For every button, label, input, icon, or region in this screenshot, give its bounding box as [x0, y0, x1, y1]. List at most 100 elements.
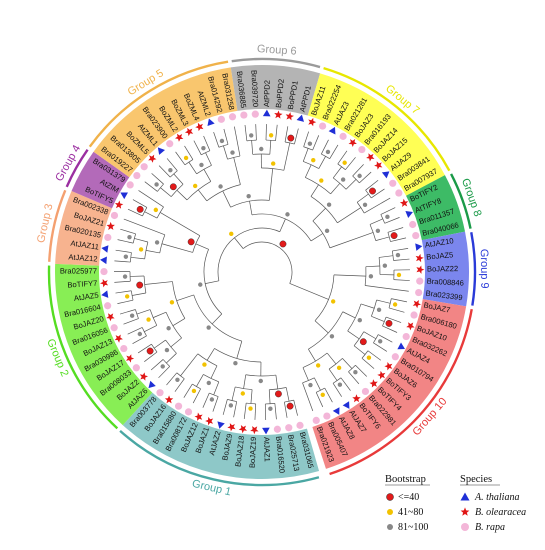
- branch: [326, 352, 337, 365]
- thaliana-triangle-icon: [101, 290, 109, 298]
- bootstrap-dot: [353, 370, 358, 375]
- rapa-circle-icon: [100, 267, 108, 276]
- bootstrap-dot: [248, 406, 253, 411]
- branch: [132, 335, 147, 345]
- legend-bootstrap-high-dot: [387, 524, 393, 530]
- rapa-circle-icon: [358, 145, 366, 154]
- oleracea-star-icon: [406, 322, 415, 331]
- branch: [196, 374, 204, 387]
- branch: [223, 145, 228, 160]
- bootstrap-dot: [375, 228, 381, 233]
- bootstrap-dot: [127, 234, 132, 240]
- bootstrap-dot: [308, 382, 313, 388]
- bootstrap-dot: [286, 402, 294, 410]
- branch: [379, 255, 394, 258]
- branch: [144, 211, 158, 219]
- rapa-circle-icon: [391, 353, 399, 361]
- bootstrap-dot: [138, 247, 144, 252]
- branch: [197, 189, 208, 202]
- leaf-label: BoJAZ19: [248, 437, 258, 469]
- branch-arc: [382, 316, 387, 327]
- bootstrap-dot: [201, 145, 206, 151]
- legend-oleracea-label: B. olearacea: [475, 507, 526, 518]
- group-arcs: [47, 57, 477, 487]
- species-markers: [100, 109, 425, 435]
- branch: [176, 294, 194, 302]
- branch: [333, 274, 366, 277]
- branch: [166, 372, 178, 386]
- bootstrap-dot: [340, 177, 346, 182]
- thaliana-triangle-icon: [101, 245, 109, 253]
- branch: [159, 212, 201, 236]
- branch: [176, 189, 188, 201]
- branch: [251, 140, 254, 155]
- branch-arc: [316, 387, 325, 393]
- bootstrap-dot: [311, 157, 316, 163]
- group-sector-4: [71, 151, 130, 209]
- thaliana-triangle-icon: [405, 210, 413, 219]
- bootstrap-dots: [122, 133, 402, 411]
- oleracea-star-icon: [195, 122, 204, 132]
- oleracea-star-icon: [384, 362, 393, 371]
- legend-thaliana-triangle-icon: [460, 492, 470, 501]
- bootstrap-dot: [154, 240, 160, 245]
- oleracea-star-icon: [399, 198, 409, 208]
- rapa-circle-icon: [416, 277, 424, 285]
- branch: [289, 283, 329, 300]
- oleracea-star-icon: [114, 334, 123, 343]
- branch: [180, 353, 199, 377]
- bootstrap-dot: [329, 334, 335, 339]
- thaliana-triangle-icon: [397, 342, 405, 350]
- bootstrap-dot: [357, 317, 362, 323]
- branch: [123, 318, 139, 325]
- rapa-circle-icon: [140, 163, 148, 171]
- group-arc-7: [323, 66, 451, 172]
- branch: [294, 128, 299, 145]
- branch: [158, 366, 170, 379]
- branch: [373, 342, 388, 352]
- branch: [212, 396, 219, 412]
- branch-arc: [142, 207, 148, 217]
- bootstrap-dot: [319, 178, 324, 183]
- branch: [158, 165, 171, 178]
- bootstrap-dot: [218, 184, 223, 189]
- branch: [305, 164, 312, 178]
- bootstrap-dot: [342, 160, 347, 165]
- leaf-label: Bra039720: [249, 70, 260, 108]
- tree-branches: [113, 124, 410, 420]
- rapa-circle-icon: [412, 231, 420, 240]
- oleracea-star-icon: [348, 139, 357, 148]
- branch: [236, 341, 243, 359]
- bootstrap-dot: [279, 240, 287, 248]
- branch: [170, 337, 182, 348]
- oleracea-star-icon: [194, 412, 203, 421]
- group-arc-4: [65, 149, 89, 188]
- bootstrap-dot: [385, 320, 393, 327]
- branch-arc: [227, 399, 237, 402]
- leaf-label: AtPPD2: [262, 80, 272, 107]
- branch: [203, 169, 212, 182]
- branch: [375, 236, 390, 241]
- branch: [310, 233, 324, 242]
- branch: [117, 299, 134, 304]
- branch: [211, 313, 223, 325]
- group-sector-7: [307, 73, 445, 196]
- bootstrap-dot: [124, 294, 130, 299]
- bootstrap-dot: [330, 299, 336, 304]
- branch: [384, 217, 400, 224]
- group-label-6: Group 6: [257, 43, 297, 58]
- branch: [363, 331, 377, 340]
- oleracea-star-icon: [139, 372, 148, 381]
- group-arc-10: [329, 308, 473, 476]
- branch: [314, 377, 321, 391]
- bootstrap-dot: [285, 212, 290, 217]
- rapa-circle-icon: [410, 311, 418, 319]
- rapa-circle-icon: [273, 425, 281, 433]
- bootstrap-dot: [268, 133, 274, 138]
- bootstrap-dot: [206, 325, 211, 330]
- bootstrap-dot: [392, 302, 398, 307]
- bootstrap-dot: [166, 326, 171, 331]
- branch: [285, 387, 290, 402]
- bootstrap-dot: [382, 263, 388, 268]
- oleracea-star-icon: [175, 133, 184, 142]
